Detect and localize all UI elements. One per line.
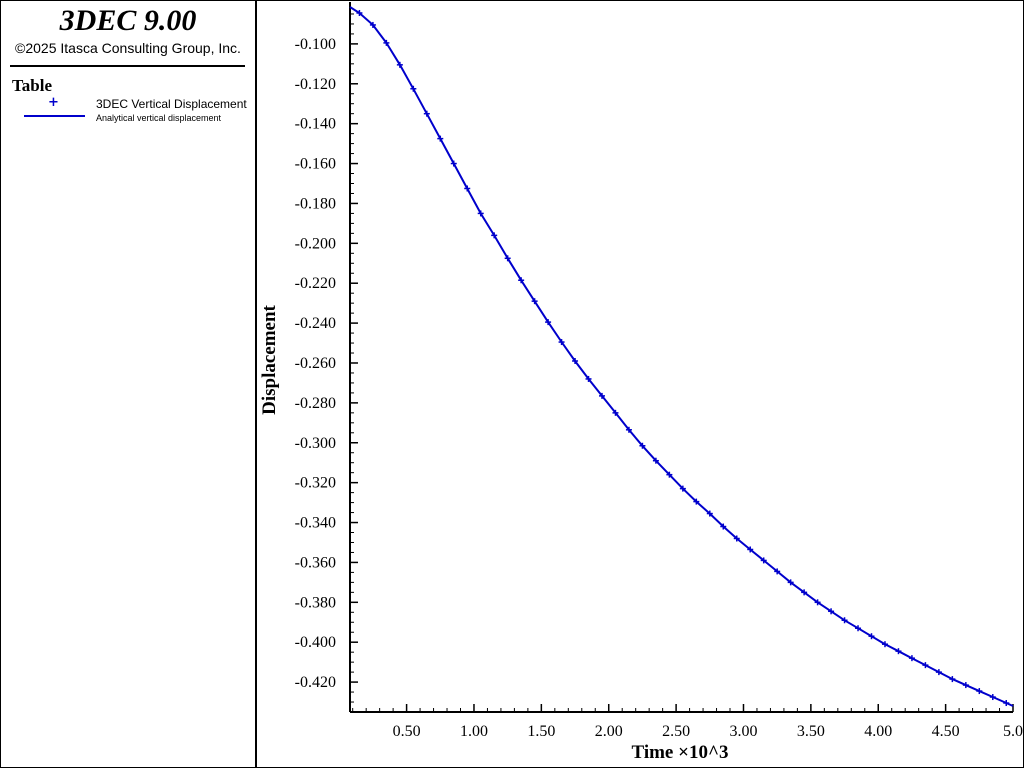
y-tick-label: -0.380 <box>295 594 336 611</box>
y-tick-label: -0.180 <box>295 195 336 212</box>
legend-label-3dec: 3DEC Vertical Displacement <box>96 97 247 111</box>
series-marker-3dec <box>545 319 552 326</box>
series-marker-3dec <box>760 557 767 564</box>
y-tick-label: -0.240 <box>295 315 336 332</box>
x-axis-label: Time ×10^3 <box>632 742 729 763</box>
axes-group <box>349 2 1013 713</box>
series-marker-3dec <box>881 641 888 648</box>
series-marker-3dec <box>423 110 430 117</box>
y-tick-label: -0.120 <box>295 76 336 93</box>
series-marker-3dec <box>922 662 929 669</box>
copyright-text: ©2025 Itasca Consulting Group, Inc. <box>15 40 241 56</box>
y-tick-label: -0.400 <box>295 634 336 651</box>
series-marker-3dec <box>518 277 525 284</box>
x-tick-label: 1.50 <box>527 723 555 740</box>
series-marker-3dec <box>814 599 821 606</box>
series-marker-3dec <box>666 471 673 478</box>
y-tick-label: -0.360 <box>295 554 336 571</box>
series-marker-3dec <box>572 357 579 364</box>
series-line-analytical <box>349 6 1014 707</box>
series-marker-3dec <box>531 298 538 305</box>
series-marker-3dec <box>598 392 605 399</box>
series-marker-3dec <box>491 232 498 239</box>
panel-divider <box>255 0 257 768</box>
series-marker-3dec <box>450 160 457 167</box>
x-tick-label: 3.50 <box>797 723 825 740</box>
header-rule <box>10 65 245 67</box>
series-marker-3dec <box>895 648 902 655</box>
series-marker-3dec <box>989 694 996 701</box>
series-marker-3dec <box>396 61 403 68</box>
y-tick-label: -0.280 <box>295 395 336 412</box>
series-marker-3dec <box>504 255 511 262</box>
series-marker-3dec <box>855 625 862 632</box>
series-marker-3dec <box>693 498 700 505</box>
legend-label-analytical: Analytical vertical displacement <box>96 113 222 123</box>
y-tick-label: -0.160 <box>295 156 336 173</box>
series-marker-3dec <box>828 608 835 615</box>
series-marker-3dec <box>976 688 983 695</box>
series-marker-3dec <box>868 633 875 640</box>
y-tick-label: -0.340 <box>295 515 336 532</box>
series-marker-3dec <box>612 409 619 416</box>
series-marker-3dec <box>585 375 592 382</box>
series-marker-3dec <box>1003 700 1010 707</box>
series-marker-3dec <box>639 442 646 449</box>
y-tick-label: -0.260 <box>295 355 336 372</box>
y-tick-label: -0.300 <box>295 435 336 452</box>
y-ticks-group: -0.100 -0.120 -0.140 -0.160 -0.180 -0.200 -0.2… <box>295 13 358 703</box>
series-marker-3dec <box>437 135 444 142</box>
series-marker-3dec <box>747 546 754 553</box>
series-marker-3dec <box>706 510 713 517</box>
series-marker-3dec <box>935 669 942 676</box>
series-marker-3dec <box>949 676 956 683</box>
series-marker-3dec <box>652 457 659 464</box>
y-tick-label: -0.200 <box>295 235 336 252</box>
series-marker-3dec <box>908 655 915 662</box>
y-tick-label: -0.100 <box>295 36 336 53</box>
legend-line-icon <box>24 115 85 117</box>
legend-marker-plus-icon: + <box>48 95 59 110</box>
series-marker-3dec <box>733 535 740 542</box>
series-marker-3dec <box>787 579 794 586</box>
app-title: 3DEC 9.00 <box>59 4 197 37</box>
series-marker-3dec <box>383 39 390 46</box>
series-marker-3dec <box>477 210 484 217</box>
x-tick-label: 5.0 <box>1003 723 1023 740</box>
series-marker-3dec <box>369 21 376 28</box>
y-tick-label: -0.140 <box>295 116 336 133</box>
y-tick-label: -0.420 <box>295 674 336 691</box>
series-marker-3dec <box>410 85 417 92</box>
x-tick-label: 4.50 <box>932 723 960 740</box>
x-tick-label: 1.00 <box>460 723 488 740</box>
x-ticks-group: 0.50 1.00 1.50 2.00 2.50 3.00 3.50 4.00 4.50 5.0 <box>352 704 1023 740</box>
legend-heading: Table <box>12 76 53 95</box>
x-tick-label: 4.00 <box>864 723 892 740</box>
series-marker-3dec <box>774 568 781 575</box>
x-tick-label: 2.50 <box>662 723 690 740</box>
series-marker-3dec <box>801 589 808 596</box>
y-axis-label: Displacement <box>259 304 280 414</box>
x-tick-label: 0.50 <box>393 723 421 740</box>
series-marker-3dec <box>962 682 969 689</box>
series-group <box>349 6 1014 707</box>
series-marker-3dec <box>679 485 686 492</box>
y-tick-label: -0.220 <box>295 275 336 292</box>
series-marker-3dec <box>464 185 471 192</box>
series-marker-3dec <box>720 523 727 530</box>
series-marker-3dec <box>625 426 632 433</box>
y-tick-label: -0.320 <box>295 475 336 492</box>
x-tick-label: 2.00 <box>595 723 623 740</box>
x-tick-label: 3.00 <box>729 723 757 740</box>
series-marker-3dec <box>356 9 363 16</box>
series-marker-3dec <box>841 617 848 624</box>
series-marker-3dec <box>558 339 565 346</box>
